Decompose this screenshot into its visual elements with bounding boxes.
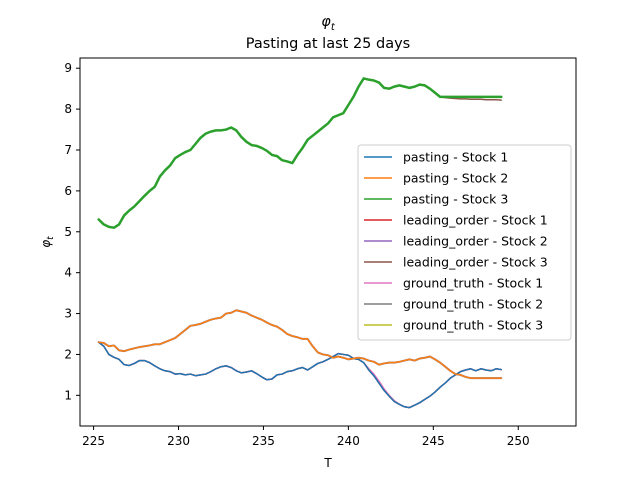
series-line-pasting-stock-2 — [97, 309, 503, 379]
y-tick-label: 3 — [64, 307, 72, 321]
x-tick-label: 225 — [82, 434, 105, 448]
y-tick-label: 7 — [64, 143, 72, 157]
series-line-pasting-stock-1 — [97, 341, 503, 409]
legend-label: pasting - Stock 3 — [403, 192, 508, 207]
y-axis-label-subscript: t — [46, 236, 56, 240]
legend-label: leading_order - Stock 2 — [403, 234, 548, 249]
legend-label: ground_truth - Stock 2 — [403, 297, 543, 312]
series-line-pasting-stock-3 — [97, 77, 503, 229]
legend-box — [357, 144, 572, 341]
series-lines — [97, 77, 503, 409]
plot-frame — [79, 57, 577, 427]
x-tick-label: 245 — [422, 434, 445, 448]
y-tick-label: 6 — [64, 184, 72, 198]
chart-title-subscript: t — [331, 22, 336, 33]
legend-label: leading_order - Stock 3 — [403, 255, 548, 270]
chart-title: φt — [321, 14, 336, 33]
chart-title-symbol: φ — [321, 14, 331, 30]
x-tick-label: 235 — [252, 434, 275, 448]
legend-label: pasting - Stock 1 — [403, 150, 508, 165]
legend-label: ground_truth - Stock 1 — [403, 276, 543, 291]
legend-label: pasting - Stock 2 — [403, 171, 508, 186]
y-tick-label: 8 — [64, 102, 72, 116]
x-tick-label: 230 — [167, 434, 190, 448]
y-tick-label: 5 — [64, 225, 72, 239]
y-tick-label: 4 — [64, 266, 72, 280]
chart-subtitle: Pasting at last 25 days — [246, 36, 410, 52]
x-tick-label: 250 — [507, 434, 530, 448]
legend-label: leading_order - Stock 1 — [403, 213, 548, 228]
y-tick-label: 1 — [64, 388, 72, 402]
legend-label: ground_truth - Stock 3 — [403, 318, 543, 333]
x-tick-label: 240 — [337, 434, 360, 448]
y-tick-label: 9 — [64, 61, 72, 75]
y-tick-label: 2 — [64, 347, 72, 361]
y-axis-label: φt — [39, 236, 56, 248]
y-axis: 1 2 3 4 5 6 7 8 9 — [64, 61, 80, 402]
legend: pasting - Stock 1 pasting - Stock 2 pastin… — [357, 144, 572, 341]
x-axis-label: T — [323, 456, 332, 470]
x-axis: 225 230 235 240 245 250 — [82, 426, 530, 448]
y-axis-label-symbol: φ — [39, 240, 53, 248]
